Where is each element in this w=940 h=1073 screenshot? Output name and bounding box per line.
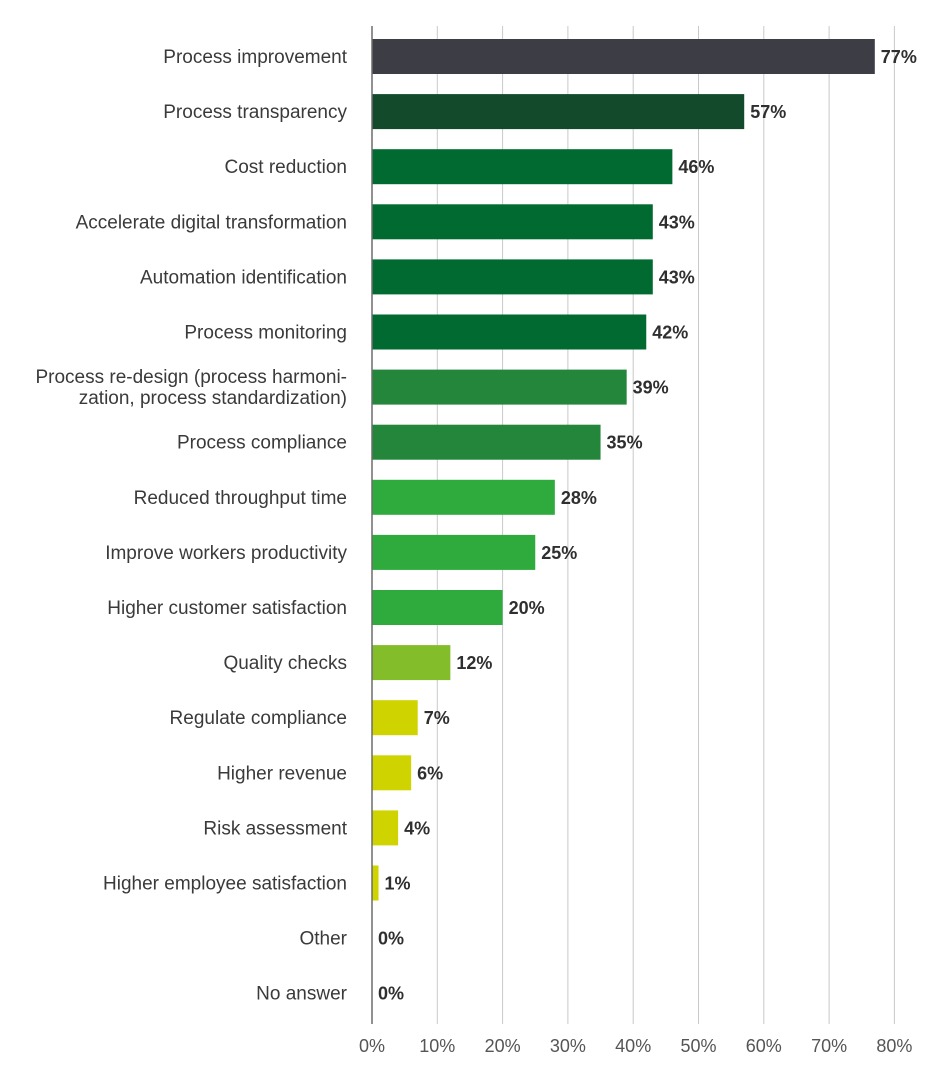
x-tick-label: 50%	[680, 1036, 716, 1056]
category-label: Regulate compliance	[170, 708, 347, 729]
bar	[372, 259, 653, 295]
value-label: 0%	[378, 984, 404, 1004]
value-label: 0%	[378, 929, 404, 949]
value-label: 39%	[633, 378, 669, 398]
value-label: 4%	[404, 818, 430, 838]
x-tick-label: 80%	[876, 1036, 912, 1056]
category-label: No answer	[256, 984, 347, 1005]
category-label: Improve workers productivity	[105, 543, 347, 564]
bar	[372, 314, 647, 350]
value-label: 7%	[424, 708, 450, 728]
bar	[372, 369, 627, 405]
category-label: Process compliance	[177, 433, 347, 454]
bar	[372, 865, 379, 901]
value-label: 20%	[509, 598, 545, 618]
category-label: Reduced throughput time	[134, 488, 347, 509]
value-label: 43%	[659, 212, 695, 232]
x-tick-label: 60%	[746, 1036, 782, 1056]
category-label: Process monitoring	[184, 323, 347, 344]
bar	[372, 810, 399, 846]
value-label: 25%	[541, 543, 577, 563]
category-label: Higher employee satisfaction	[103, 874, 347, 895]
value-label: 42%	[652, 323, 688, 343]
category-label: Risk assessment	[203, 818, 347, 839]
value-label: 28%	[561, 488, 597, 508]
value-label: 77%	[881, 47, 917, 67]
category-labels: Process improvement Process transparency C…	[35, 47, 347, 1005]
x-tick-label: 0%	[359, 1036, 385, 1056]
category-label: Quality checks	[223, 653, 347, 674]
gridlines	[436, 26, 895, 1024]
value-label: 12%	[456, 653, 492, 673]
bar	[372, 479, 555, 515]
x-tick-label: 40%	[615, 1036, 651, 1056]
value-label: 57%	[750, 102, 786, 122]
bar	[372, 149, 673, 185]
bar	[372, 534, 536, 570]
category-label: Process improvement	[163, 47, 347, 68]
category-label: Automation identification	[140, 267, 347, 288]
value-label: 1%	[385, 874, 411, 894]
bar	[372, 700, 418, 736]
category-label: Accelerate digital transformation	[76, 212, 347, 233]
category-label: Higher customer satisfaction	[107, 598, 347, 619]
bars	[372, 39, 875, 901]
x-tick-label: 30%	[550, 1036, 586, 1056]
value-label: 6%	[417, 763, 443, 783]
value-label: 43%	[659, 267, 695, 287]
category-label: Process re-design (process harmoni-zatio…	[35, 367, 347, 409]
bar	[372, 645, 451, 681]
bar	[372, 755, 412, 791]
bar	[372, 590, 503, 625]
x-axis-tick-labels: 0% 10% 20% 30% 40% 50% 60% 70% 80%	[359, 1036, 912, 1056]
x-tick-label: 20%	[485, 1036, 521, 1056]
bar	[372, 39, 875, 74]
x-tick-label: 70%	[811, 1036, 847, 1056]
category-label: Other	[299, 929, 347, 950]
bar	[372, 424, 601, 460]
value-label: 35%	[607, 433, 643, 453]
category-label: Process transparency	[163, 102, 347, 123]
bar	[372, 94, 745, 130]
category-label: Higher revenue	[217, 763, 347, 784]
x-tick-label: 10%	[419, 1036, 455, 1056]
category-label: Cost reduction	[224, 157, 347, 178]
value-labels: 77% 57% 46% 43% 43% 42% 39% 35% 28% 25% 20% 12% 7% 6%…	[378, 47, 917, 1004]
bar	[372, 204, 653, 240]
value-label: 46%	[678, 157, 714, 177]
